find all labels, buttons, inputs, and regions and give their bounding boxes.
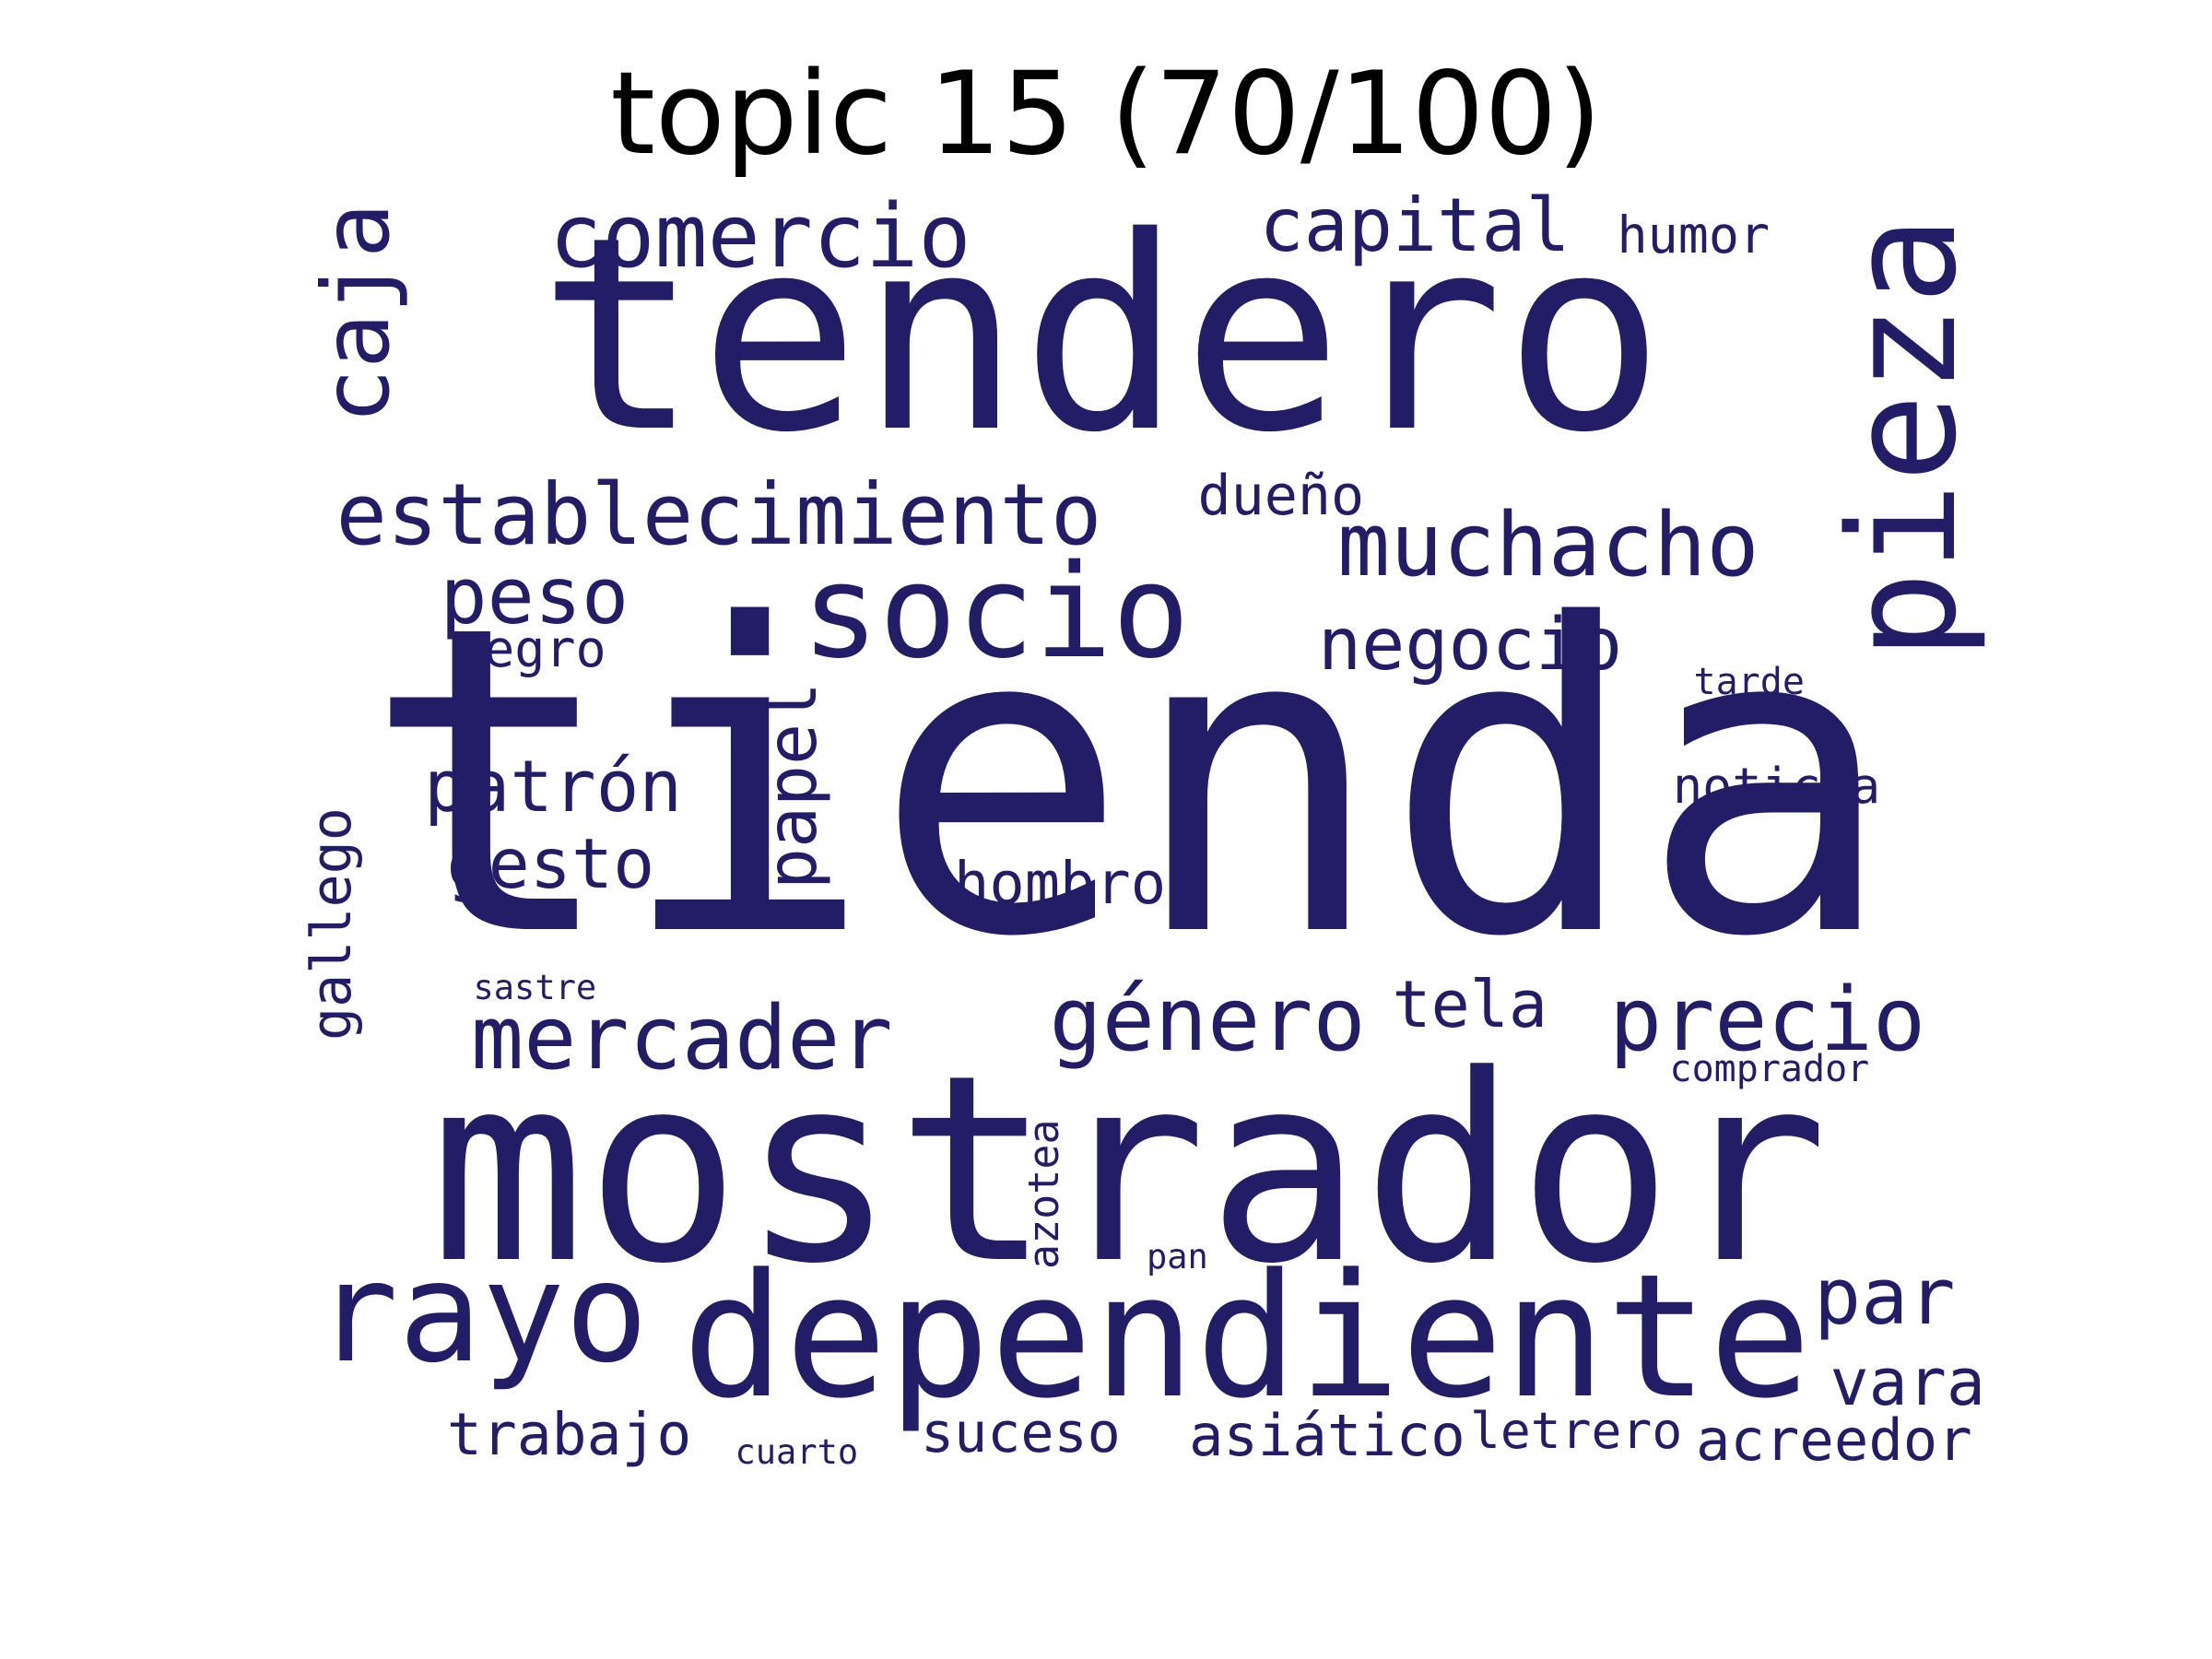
word-33: gallego (300, 807, 364, 1041)
word-1: mostrador (429, 1020, 1829, 1321)
word-29: suceso (921, 1401, 1121, 1465)
word-15: caja (303, 203, 410, 424)
word-18: par (1814, 1252, 1956, 1343)
word-32: azotea (1019, 1118, 1068, 1269)
word-6: pieza (1817, 216, 1989, 660)
word-8: comercio (549, 186, 971, 288)
word-38: tarde (1693, 661, 1805, 703)
word-11: mercader (471, 988, 893, 1089)
word-10: precio (1609, 970, 1926, 1071)
word-17: patrón (424, 746, 683, 829)
word-24: acreedor (1696, 1406, 1972, 1474)
word-28: dueño (1197, 464, 1365, 528)
word-14: capital (1259, 182, 1571, 268)
word-22: vara (1830, 1345, 1986, 1420)
word-0: tienda (363, 536, 1895, 1030)
page-title: topic 15 (70/100) (610, 48, 1602, 181)
word-31: negro (453, 619, 606, 678)
word-21: hombro (954, 850, 1167, 918)
word-35: comprador (1669, 1048, 1870, 1090)
word-37: sastre (473, 968, 597, 1007)
word-19: gesto (446, 823, 655, 904)
word-5: rayo (315, 1233, 649, 1394)
word-2: tendero (538, 181, 1665, 491)
word-23: tela (1392, 967, 1548, 1042)
word-20: papel (751, 681, 832, 889)
word-16: negocio (1318, 603, 1623, 687)
word-13: peso (440, 551, 629, 642)
word-36: cuarto (735, 1432, 859, 1472)
word-30: letrero (1470, 1401, 1683, 1460)
word-25: trabajo (447, 1401, 692, 1468)
word-39: pan (1147, 1237, 1208, 1277)
word-7: establecimiento (335, 465, 1102, 564)
word-9: muchacho (1337, 495, 1759, 596)
word-4: socio (801, 537, 1190, 688)
word-34: noticia (1673, 757, 1881, 815)
word-26: asiático (1189, 1401, 1465, 1469)
word-3: dependiente (682, 1236, 1812, 1436)
word-12: género (1049, 970, 1366, 1071)
word-27: humor (1617, 206, 1771, 265)
